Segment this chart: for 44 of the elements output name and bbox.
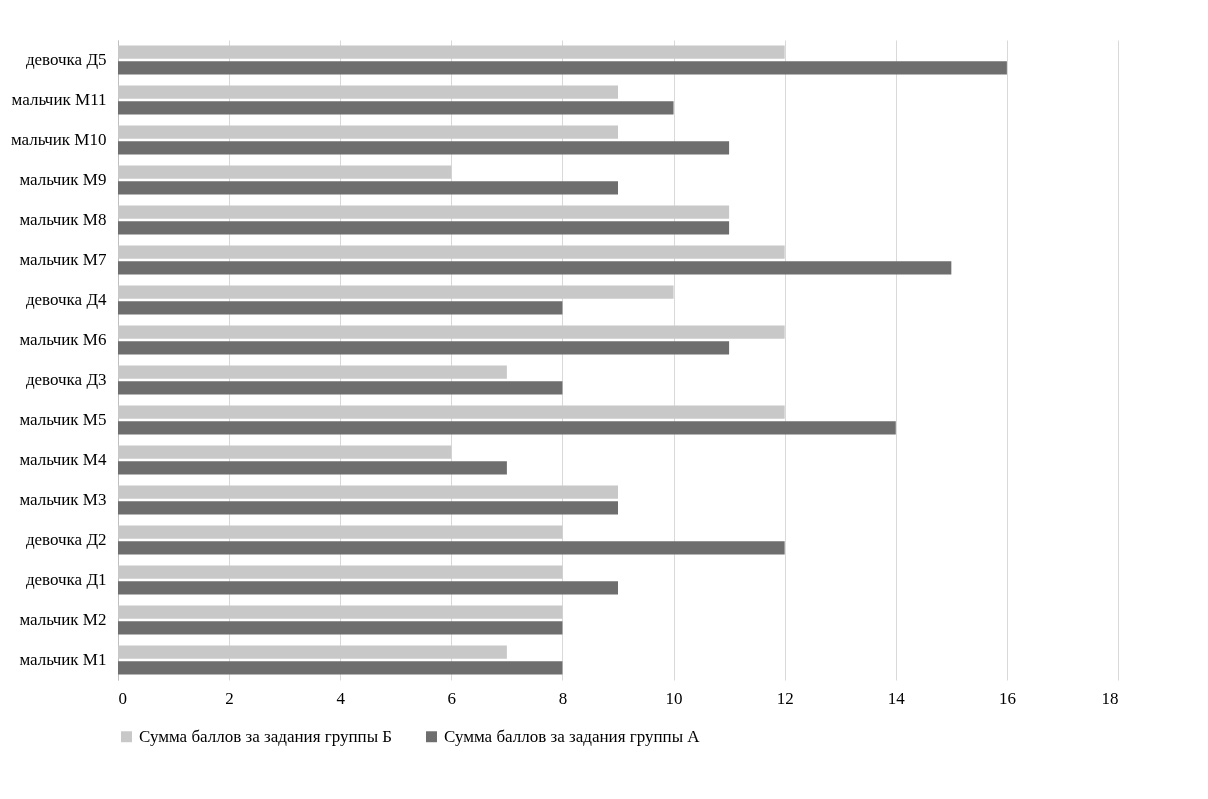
y-tick-label: девочка Д1 xyxy=(25,570,107,589)
bar xyxy=(118,181,618,195)
bar xyxy=(118,621,563,635)
y-tick-label: мальчик М11 xyxy=(11,90,107,109)
x-tick-label: 2 xyxy=(225,688,234,708)
y-tick-label: девочка Д4 xyxy=(25,290,107,309)
x-tick-label: 18 xyxy=(1101,688,1119,708)
x-tick-label: 0 xyxy=(118,688,127,708)
x-tick-label: 8 xyxy=(558,688,568,708)
y-tick-label: мальчик М8 xyxy=(19,210,107,229)
bar xyxy=(118,221,730,235)
x-tick-label: 6 xyxy=(447,688,457,708)
y-tick-label: мальчик М2 xyxy=(19,610,107,629)
y-tick-label: мальчик М1 xyxy=(19,650,107,669)
bar xyxy=(118,301,563,315)
bar xyxy=(118,341,730,355)
y-tick-label: мальчик М7 xyxy=(19,250,107,269)
bar xyxy=(118,61,1007,75)
x-tick-label: 16 xyxy=(998,688,1016,708)
y-tick-label: девочка Д5 xyxy=(25,50,107,69)
bar xyxy=(118,661,563,675)
bar xyxy=(118,501,618,515)
y-tick-label: мальчик М6 xyxy=(19,330,107,349)
bar xyxy=(118,461,507,475)
y-tick-label: девочка Д2 xyxy=(25,530,107,549)
x-tick-label: 14 xyxy=(887,688,906,708)
legend-label: Сумма баллов за задания группы А xyxy=(444,726,701,746)
x-tick-label: 12 xyxy=(776,688,794,708)
x-tick-label: 4 xyxy=(336,688,346,708)
bar xyxy=(118,581,618,595)
bar xyxy=(118,541,785,555)
y-tick-label: мальчик М9 xyxy=(19,170,107,189)
bar xyxy=(118,261,952,275)
y-tick-label: мальчик М4 xyxy=(19,450,107,469)
x-tick-label: 10 xyxy=(665,688,683,708)
y-tick-label: мальчик М5 xyxy=(19,410,107,429)
y-tick-label: мальчик М10 xyxy=(10,130,107,149)
bar xyxy=(118,381,563,395)
bar xyxy=(118,141,730,155)
y-tick-label: мальчик М3 xyxy=(19,490,107,509)
bar xyxy=(118,101,674,115)
legend-label: Сумма баллов за задания группы Б xyxy=(139,726,393,746)
bar xyxy=(118,421,896,435)
y-tick-label: девочка Д3 xyxy=(25,370,107,389)
